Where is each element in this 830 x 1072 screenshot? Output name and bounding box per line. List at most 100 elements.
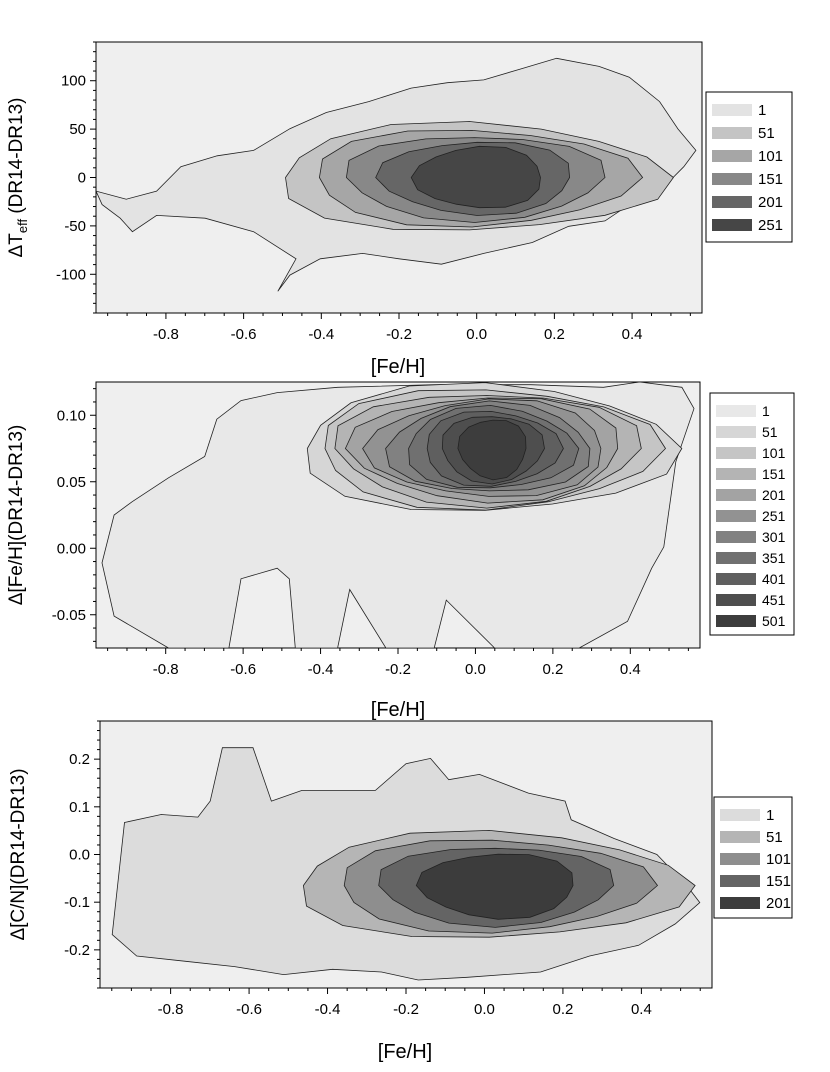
- legend-swatch: [720, 831, 760, 843]
- y-tick-label: 0.2: [69, 751, 90, 768]
- legend-swatch: [716, 510, 756, 522]
- x-tick-label: -0.4: [308, 661, 334, 678]
- legend-swatch: [712, 219, 752, 231]
- legend-swatch: [716, 531, 756, 543]
- y-tick-label: -100: [56, 266, 86, 283]
- x-tick-label: 0.4: [631, 1001, 652, 1018]
- legend-swatch: [716, 573, 756, 585]
- y-tick-label: -0.2: [64, 942, 90, 959]
- legend-swatch: [716, 552, 756, 564]
- legend-swatch: [716, 594, 756, 606]
- legend-swatch: [720, 875, 760, 887]
- x-tick-label: -0.2: [386, 326, 412, 343]
- legend-label: 101: [766, 851, 791, 868]
- x-tick-label: 0.0: [466, 326, 487, 343]
- x-tick-label: 0.2: [544, 326, 565, 343]
- legend-label: 1: [762, 403, 770, 419]
- y-tick-label: 0.00: [57, 540, 86, 557]
- x-tick-label: -0.2: [385, 661, 411, 678]
- legend-label: 501: [762, 613, 786, 629]
- x-axis-label: [Fe/H]: [371, 699, 425, 721]
- y-tick-label: 100: [61, 73, 86, 90]
- y-axis-label: Δ[C/N](DR14-DR13): [8, 768, 29, 940]
- contour-level-201: [415, 853, 574, 920]
- x-tick-label: -0.4: [315, 1001, 341, 1018]
- x-tick-label: -0.8: [153, 326, 179, 343]
- legend-label: 151: [766, 873, 791, 890]
- x-axis-label: [Fe/H]: [378, 1041, 432, 1063]
- x-tick-label: -0.6: [230, 661, 256, 678]
- contour-level-251: [410, 145, 541, 209]
- y-tick-label: 0: [78, 170, 86, 187]
- x-tick-label: 0.4: [622, 326, 643, 343]
- chart-panel-3: -0.8 -0.6 -0.4 -0.2 0.0 0.2 0.4 0.2 0.1 0.0 -0.1 -0…: [8, 720, 793, 1063]
- legend-label: 51: [758, 125, 775, 142]
- legend-swatch: [716, 405, 756, 417]
- chart-panel-2: -0.8 -0.6 -0.4 -0.2 0.0 0.2 0.4 0.10 0.05 0.00 -0.…: [6, 381, 795, 721]
- x-tick-label: 0.4: [620, 661, 641, 678]
- x-tick-label: 0.0: [474, 1001, 495, 1018]
- x-tick-label: 0.2: [542, 661, 563, 678]
- contour-field: [111, 747, 701, 981]
- y-tick-label: 0.1: [69, 799, 90, 816]
- legend-label: 151: [758, 171, 783, 188]
- legend-label: 451: [762, 592, 786, 608]
- x-tick-label: -0.8: [158, 1001, 184, 1018]
- y-axis-label-part: Δ[Fe/H](DR14-DR13): [6, 425, 27, 606]
- y-axis-label-part: eff: [15, 219, 30, 234]
- legend-swatch: [716, 447, 756, 459]
- y-tick-label: 0.05: [57, 474, 86, 491]
- legend-label: 101: [758, 148, 783, 165]
- legend-swatch: [716, 468, 756, 480]
- legend-label: 251: [762, 508, 786, 524]
- contour-level-501: [457, 419, 527, 481]
- x-tick-label: 0.2: [552, 1001, 573, 1018]
- y-axis-label: ΔTeff (DR14-DR13): [6, 98, 30, 258]
- legend-label: 1: [758, 102, 766, 119]
- x-tick-label: 0.0: [465, 661, 486, 678]
- legend-swatch: [712, 127, 752, 139]
- y-axis-label-part: ΔT: [6, 233, 27, 258]
- legend-label: 201: [762, 487, 786, 503]
- y-tick-label: -0.05: [52, 607, 86, 624]
- legend-swatch: [716, 426, 756, 438]
- legend-label: 201: [766, 895, 791, 912]
- legend-label: 51: [766, 829, 783, 846]
- x-tick-label: -0.6: [231, 326, 257, 343]
- chart-panel-1: -0.8 -0.6 -0.4 -0.2 0.0 0.2 0.4 100 50 0 -50 -100 [F…: [6, 41, 793, 378]
- legend-swatch: [720, 853, 760, 865]
- legend-label: 151: [762, 466, 786, 482]
- y-axis-label: Δ[Fe/H](DR14-DR13): [6, 425, 27, 606]
- y-tick-label: -50: [64, 218, 86, 235]
- legend-label: 251: [758, 217, 783, 234]
- legend-label: 301: [762, 529, 786, 545]
- contour-field: [96, 57, 697, 292]
- legend-label: 1: [766, 807, 774, 824]
- x-axis-label: [Fe/H]: [371, 356, 425, 378]
- legend-swatch: [720, 897, 760, 909]
- legend-swatch: [712, 104, 752, 116]
- y-tick-label: 50: [69, 121, 86, 138]
- legend-box: [705, 91, 793, 243]
- x-tick-label: -0.4: [308, 326, 334, 343]
- y-tick-label: 0.10: [57, 407, 86, 424]
- legend-swatch: [720, 809, 760, 821]
- x-tick-label: -0.6: [236, 1001, 262, 1018]
- legend-label: 101: [762, 445, 786, 461]
- x-tick-label: -0.2: [393, 1001, 419, 1018]
- contour-field: [101, 382, 695, 648]
- legend-swatch: [716, 615, 756, 627]
- legend-label: 51: [762, 424, 778, 440]
- legend-label: 351: [762, 550, 786, 566]
- legend-swatch: [712, 173, 752, 185]
- y-axis-label-part: Δ[C/N](DR14-DR13): [8, 768, 29, 940]
- y-tick-label: -0.1: [64, 894, 90, 911]
- y-tick-label: 0.0: [69, 847, 90, 864]
- legend-label: 201: [758, 194, 783, 211]
- x-tick-label: -0.8: [153, 661, 179, 678]
- legend-swatch: [712, 196, 752, 208]
